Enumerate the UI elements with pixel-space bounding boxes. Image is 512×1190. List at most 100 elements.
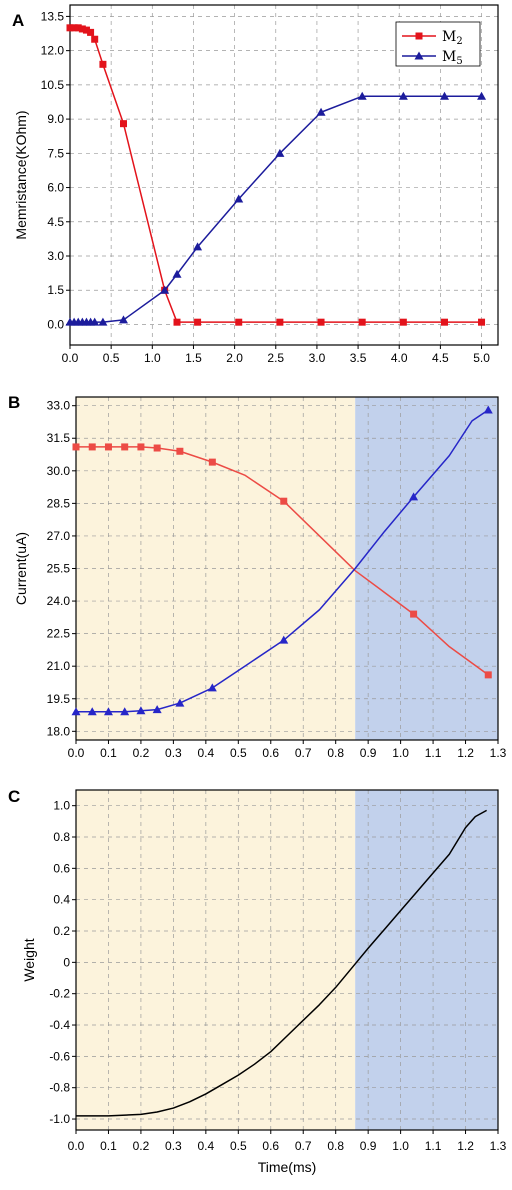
y-tick-label: 9.0 — [47, 112, 64, 126]
y-tick-label: 12.0 — [41, 44, 65, 58]
data-point-triangle — [98, 317, 108, 326]
shade-region-right — [355, 790, 498, 1130]
x-tick-label: 5.0 — [473, 351, 490, 365]
y-tick-label: 19.5 — [47, 692, 71, 706]
legend-marker-square — [415, 32, 423, 40]
y-axis-label: Current(uA) — [13, 532, 29, 605]
data-point-square — [99, 60, 107, 68]
x-tick-label: 1.5 — [185, 351, 202, 365]
data-point-triangle — [175, 698, 185, 707]
x-tick-label: 0.9 — [360, 1139, 377, 1153]
x-tick-label: 1.1 — [425, 746, 442, 760]
x-tick-label: 0.0 — [68, 1139, 85, 1153]
legend-label: M2 — [442, 29, 463, 47]
data-point-square — [121, 443, 129, 451]
data-point-square — [194, 318, 202, 326]
x-tick-label: 0.2 — [133, 746, 150, 760]
data-point-square — [153, 444, 161, 452]
grid-lines — [69, 5, 498, 345]
y-tick-label: 0.8 — [53, 830, 70, 844]
panel-letter: C — [8, 787, 20, 806]
data-point-square — [410, 610, 418, 618]
y-tick-label: 0.0 — [47, 317, 64, 331]
x-tick-label: 0.4 — [198, 746, 215, 760]
y-tick-label: -0.2 — [49, 987, 70, 1001]
data-point-square — [478, 318, 486, 326]
x-tick-label: 0.6 — [262, 746, 279, 760]
x-tick-label: 0.2 — [133, 1139, 150, 1153]
panel-letter: A — [12, 11, 24, 30]
y-axis-label: Memristance(KOhm) — [13, 110, 29, 239]
data-point-triangle — [87, 707, 97, 716]
shade-region-left — [76, 790, 356, 1130]
data-point-triangle — [279, 635, 289, 644]
data-point-square — [70, 24, 78, 32]
data-point-triangle — [316, 107, 326, 116]
y-tick-label: 6.0 — [47, 181, 64, 195]
y-tick-label: 1.0 — [53, 799, 70, 813]
data-point-triangle — [152, 705, 162, 714]
x-tick-label: 1.0 — [392, 1139, 409, 1153]
y-tick-label: 0.6 — [53, 861, 70, 875]
legend-label: M5 — [442, 49, 463, 67]
data-point-square — [484, 671, 492, 679]
chart-panel-b: 0.0 0.1 0.2 0.3 0.4 0.5 0.6 0.7 0.8 0.9 1.0 1.1 1.2 1… — [8, 393, 507, 760]
data-point-triangle — [71, 707, 81, 716]
y-tick-label: -0.6 — [49, 1049, 70, 1063]
x-tick-label: 1.2 — [457, 746, 474, 760]
data-point-triangle — [119, 315, 128, 324]
x-tick-label: 0.9 — [360, 746, 377, 760]
y-tick-label: 21.0 — [47, 659, 71, 673]
data-point-square — [235, 318, 243, 326]
data-point-triangle — [207, 683, 217, 692]
y-tick-label: 18.0 — [47, 724, 71, 738]
chart-panel-a: 0.0 0.5 1.0 1.5 2.0 2.5 3.0 3.5 4.0 4.5 5.0 0.0 1.5 3… — [12, 4, 499, 365]
grid-lines — [75, 397, 499, 740]
legend-label-main: M — [442, 29, 456, 45]
data-point-triangle — [483, 405, 493, 414]
y-tick-label: 10.5 — [41, 78, 65, 92]
data-point-square — [66, 24, 74, 32]
x-tick-label: 4.5 — [432, 351, 449, 365]
data-point-triangle — [160, 285, 170, 294]
data-point-triangle — [103, 707, 113, 716]
x-tick-label: 0.1 — [100, 1139, 117, 1153]
data-point-square — [399, 318, 407, 326]
y-tick-label: 28.5 — [47, 496, 71, 510]
x-tick-label: 0.8 — [327, 746, 344, 760]
x-tick-label: 0.4 — [198, 1139, 215, 1153]
y-tick-label: -0.4 — [49, 1018, 70, 1032]
x-tick-label: 4.0 — [391, 351, 408, 365]
y-tick-label: 0.2 — [53, 924, 70, 938]
data-point-square — [120, 120, 127, 128]
series-line-0 — [76, 809, 488, 1117]
data-point-square — [280, 497, 288, 505]
plot-frame — [75, 789, 499, 1131]
x-tick-label: 0.5 — [103, 351, 120, 365]
x-tick-label: 0.6 — [262, 1139, 279, 1153]
y-tick-label: 3.0 — [47, 249, 64, 263]
data-point-square — [78, 25, 86, 33]
legend-box — [395, 21, 481, 67]
data-point-square — [91, 35, 99, 43]
y-tick-label: 22.5 — [47, 627, 71, 641]
panel-letter: B — [8, 393, 20, 412]
legend-label-subscript: 2 — [456, 36, 462, 47]
x-tick-label: 1.0 — [144, 351, 161, 365]
data-point-triangle — [275, 148, 285, 157]
y-tick-label: 24.0 — [47, 594, 71, 608]
data-point-square — [88, 443, 96, 451]
y-tick-label: 30.0 — [47, 464, 71, 478]
data-point-square — [208, 458, 216, 466]
x-tick-label: 3.0 — [309, 351, 326, 365]
x-tick-label: 1.3 — [490, 1139, 507, 1153]
legend: M2 M5 — [395, 21, 481, 67]
data-point-square — [72, 443, 80, 451]
data-point-triangle — [136, 706, 146, 715]
data-point-square — [173, 318, 181, 326]
data-point-triangle — [120, 707, 130, 716]
x-tick-label: 0.1 — [100, 746, 117, 760]
data-point-square — [441, 318, 448, 326]
x-tick-label: 3.5 — [350, 351, 367, 365]
